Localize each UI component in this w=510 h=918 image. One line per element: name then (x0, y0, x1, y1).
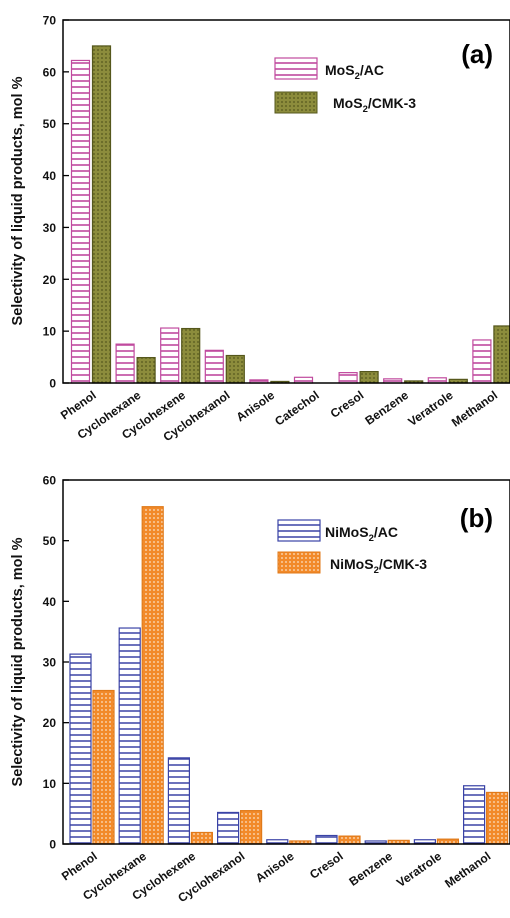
legend-swatch-nimos2-cmk3 (277, 551, 321, 574)
legend-label-mos2-cmk3: MoS2/CMK-3 (333, 95, 416, 115)
panel-b-category-cresol: Cresol (307, 849, 346, 882)
panel-b-ytick-label: 40 (43, 595, 57, 609)
panel-b-axes-frame (62, 479, 510, 845)
panel-b-ytick-label: 60 (43, 474, 57, 488)
panel-b-bar-methanol-series1 (463, 785, 486, 845)
panel-a-bar-cyclohexene-series1 (160, 327, 180, 384)
panel-b-ylabel: Selectivity of liquid products, mol % (10, 537, 26, 786)
panel-b-category-benzene: Benzene (346, 849, 395, 889)
panel-b: Selectivity of liquid products, mol % (b… (10, 474, 510, 905)
panel-a-bar-cyclohexane-series1 (115, 343, 135, 384)
panel-a-ytick-label: 40 (43, 169, 57, 183)
panel-a-category-veratrole: Veratrole (405, 388, 455, 429)
panel-a-ytick-label: 70 (43, 14, 57, 28)
panel-a-bar-phenol-series1 (70, 59, 91, 384)
panel-a-category-cresol: Cresol (328, 388, 367, 421)
panel-b-ytick-label: 0 (49, 838, 56, 852)
panel-a-yticks: 0 10 20 30 40 50 60 70 (43, 14, 69, 391)
panel-a-bar-cyclohexane-series2 (136, 356, 156, 384)
panel-a-category-catechol: Catechol (272, 388, 322, 429)
panel-a-bar-cresol-series1 (338, 372, 358, 384)
panel-a-axes-frame (62, 19, 510, 384)
panel-a-bar-methanol-series1 (472, 339, 492, 384)
panel-b-category-labels: PhenolCyclohexaneCyclohexeneCyclohexanol… (59, 849, 493, 905)
legend-swatch-mos2-ac (274, 57, 318, 80)
panel-a-bar-veratrole-series1 (427, 377, 447, 384)
panel-a-category-benzene: Benzene (362, 388, 411, 428)
panel-b-ytick-label: 30 (43, 656, 57, 670)
panel-b-bar-cresol-series2 (338, 835, 361, 845)
panel-b-bar-cyclohexene-series1 (167, 757, 190, 845)
panel-b-bar-cyclohexanol-series2 (240, 810, 263, 845)
panel-b-bar-methanol-series2 (486, 791, 509, 845)
panel-a-ytick-label: 50 (43, 117, 57, 131)
panel-a-ytick-label: 60 (43, 65, 57, 79)
panel-a-legend: MoS2/AC MoS2/CMK-3 (274, 57, 416, 115)
panel-a-bar-catechol-series1 (293, 376, 314, 384)
panel-b-bar-cresol-series1 (315, 834, 338, 845)
panel-a-ytick-label: 10 (43, 325, 57, 339)
panel-b-category-phenol: Phenol (59, 849, 100, 883)
panel-b-yticks: 0 10 20 30 40 50 60 (43, 474, 69, 852)
panel-a-ytick-label: 20 (43, 273, 57, 287)
panel-a-label: (a) (461, 39, 493, 69)
legend-label-nimos2-cmk3: NiMoS2/CMK-3 (330, 556, 427, 576)
panel-b-legend: NiMoS2/AC NiMoS2/CMK-3 (277, 519, 427, 576)
panel-b-ytick-label: 50 (43, 534, 57, 548)
panel-b-bar-cyclohexanol-series1 (217, 811, 240, 845)
panel-b-bar-phenol-series1 (69, 653, 92, 845)
panel-b-bar-cyclohexene-series2 (190, 831, 213, 845)
panel-b-ytick-label: 10 (43, 777, 57, 791)
panel-b-bar-cyclohexane-series1 (118, 627, 141, 845)
panel-a-bar-methanol-series2 (493, 325, 510, 384)
panel-b-ytick-label: 20 (43, 716, 57, 730)
panel-b-category-anisole: Anisole (253, 849, 297, 886)
legend-label-mos2-ac: MoS2/AC (325, 62, 384, 82)
panel-a-category-anisole: Anisole (234, 388, 278, 425)
panel-a-bar-cyclohexanol-series1 (204, 349, 224, 384)
panel-b-label: (b) (460, 503, 493, 533)
panel-a-category-methanol: Methanol (449, 388, 500, 430)
panel-b-category-veratrole: Veratrole (394, 849, 444, 890)
panel-b-category-methanol: Methanol (442, 849, 493, 891)
legend-swatch-nimos2-ac (277, 519, 321, 542)
panel-b-bar-cyclohexane-series2 (141, 506, 164, 845)
panel-a-ytick-label: 0 (49, 377, 56, 391)
legend-swatch-mos2-cmk3 (274, 91, 318, 114)
panel-b-bars (69, 506, 509, 845)
panel-a-bar-phenol-series2 (91, 45, 112, 384)
panel-a-category-labels: PhenolCyclohexaneCyclohexeneCyclohexanol… (58, 388, 500, 444)
panel-b-bar-phenol-series2 (92, 689, 115, 845)
panel-a: Selectivity of liquid products, mol % (a… (10, 14, 510, 444)
panel-a-bar-cresol-series2 (359, 370, 379, 384)
panel-a-ytick-label: 30 (43, 221, 57, 235)
panel-a-bar-cyclohexene-series2 (181, 327, 201, 384)
panel-a-bar-cyclohexanol-series2 (225, 354, 245, 384)
panel-a-ylabel: Selectivity of liquid products, mol % (10, 76, 26, 325)
legend-label-nimos2-ac: NiMoS2/AC (325, 524, 398, 544)
